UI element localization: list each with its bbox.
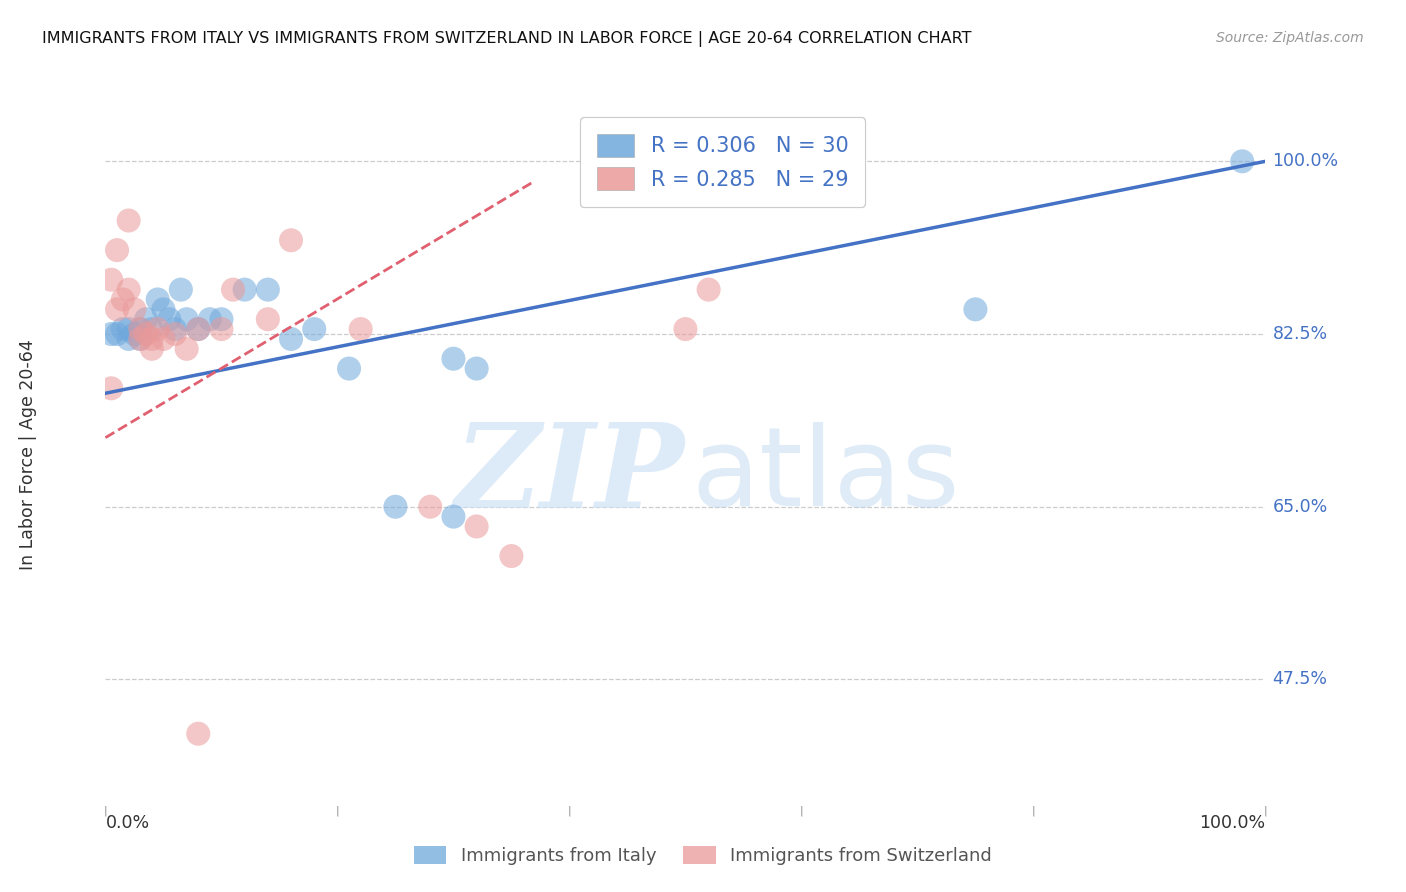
Point <box>176 342 198 356</box>
Point <box>1232 154 1254 169</box>
Point <box>257 312 280 326</box>
Text: |: | <box>800 805 803 816</box>
Point <box>146 322 169 336</box>
Text: Source: ZipAtlas.com: Source: ZipAtlas.com <box>1216 31 1364 45</box>
Point <box>280 233 302 247</box>
Text: |: | <box>1032 805 1035 816</box>
Text: 47.5%: 47.5% <box>1272 671 1327 689</box>
Point <box>187 322 209 336</box>
Point <box>152 332 174 346</box>
Point <box>118 322 141 336</box>
Point <box>129 332 152 346</box>
Text: IMMIGRANTS FROM ITALY VS IMMIGRANTS FROM SWITZERLAND IN LABOR FORCE | AGE 20-64 : IMMIGRANTS FROM ITALY VS IMMIGRANTS FROM… <box>42 31 972 47</box>
Point <box>222 283 245 297</box>
Text: atlas: atlas <box>692 422 960 529</box>
Point <box>100 326 122 341</box>
Point <box>111 322 134 336</box>
Point <box>441 509 464 524</box>
Point <box>100 381 122 395</box>
Text: |: | <box>336 805 339 816</box>
Point <box>337 361 360 376</box>
Point <box>105 326 128 341</box>
Point <box>163 322 186 336</box>
Point <box>124 326 146 341</box>
Point <box>198 312 221 326</box>
Text: 100.0%: 100.0% <box>1272 153 1339 170</box>
Point <box>157 312 180 326</box>
Point <box>233 283 256 297</box>
Point <box>304 322 326 336</box>
Point <box>111 293 134 307</box>
Point <box>187 322 209 336</box>
Point <box>129 332 152 346</box>
Point <box>129 322 152 336</box>
Point <box>129 322 152 336</box>
Point <box>675 322 697 336</box>
Point <box>419 500 441 514</box>
Text: 0.0%: 0.0% <box>105 814 149 831</box>
Point <box>965 302 987 317</box>
Point <box>176 312 198 326</box>
Legend: Immigrants from Italy, Immigrants from Switzerland: Immigrants from Italy, Immigrants from S… <box>405 837 1001 874</box>
Point <box>118 332 141 346</box>
Point <box>501 549 523 563</box>
Text: 82.5%: 82.5% <box>1272 325 1327 343</box>
Point <box>384 500 406 514</box>
Point <box>141 322 163 336</box>
Point <box>211 322 233 336</box>
Point <box>280 332 302 346</box>
Point <box>465 361 488 376</box>
Point <box>118 283 141 297</box>
Point <box>146 293 169 307</box>
Point <box>187 727 209 741</box>
Point <box>170 283 193 297</box>
Text: 100.0%: 100.0% <box>1199 814 1265 831</box>
Point <box>118 213 141 227</box>
Text: |: | <box>568 805 571 816</box>
Point <box>697 283 720 297</box>
Point <box>141 342 163 356</box>
Point <box>441 351 464 366</box>
Point <box>135 326 157 341</box>
Point <box>152 302 174 317</box>
Text: ZIP: ZIP <box>456 418 686 533</box>
Point <box>135 312 157 326</box>
Point <box>163 326 186 341</box>
Point <box>124 302 146 317</box>
Legend: R = 0.306   N = 30, R = 0.285   N = 29: R = 0.306 N = 30, R = 0.285 N = 29 <box>579 118 865 207</box>
Point <box>349 322 371 336</box>
Point <box>211 312 233 326</box>
Point <box>465 519 488 533</box>
Point <box>105 302 128 317</box>
Text: |: | <box>104 805 107 816</box>
Text: |: | <box>1264 805 1267 816</box>
Point <box>141 332 163 346</box>
Point <box>257 283 280 297</box>
Point <box>105 243 128 257</box>
Text: In Labor Force | Age 20-64: In Labor Force | Age 20-64 <box>20 340 37 570</box>
Point <box>100 273 122 287</box>
Text: 65.0%: 65.0% <box>1272 498 1327 516</box>
